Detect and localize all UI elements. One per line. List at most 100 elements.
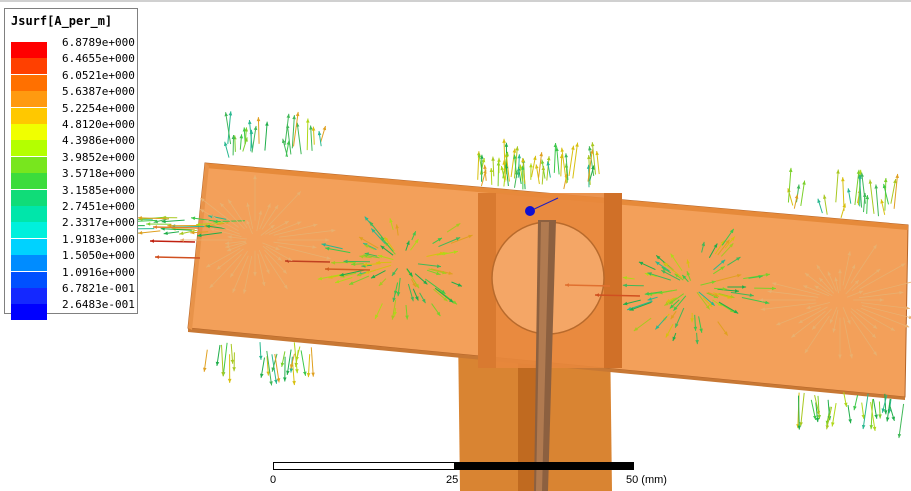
current-arrowhead [289, 368, 294, 373]
current-arrow [310, 347, 314, 377]
current-arrowhead [422, 298, 426, 304]
current-arrow [898, 403, 905, 439]
current-arrow [300, 350, 306, 376]
current-arrowhead [349, 281, 354, 285]
current-arrowhead [163, 231, 168, 235]
legend-swatch [11, 42, 47, 58]
current-arrow [854, 169, 860, 206]
current-arrowhead [710, 301, 715, 306]
current-arrow [565, 153, 569, 181]
current-arrowhead [873, 244, 877, 249]
current-arrowhead [858, 174, 862, 179]
current-arrow [811, 308, 832, 330]
current-arrow [229, 250, 248, 278]
current-arrowhead [644, 291, 649, 296]
current-arrowhead [283, 377, 287, 382]
current-arrow [850, 311, 877, 339]
current-arrowhead [436, 271, 441, 276]
current-arrowhead [623, 301, 628, 306]
current-arrowhead [205, 224, 210, 229]
current-arrowhead [179, 231, 184, 235]
current-arrowhead [443, 297, 448, 302]
current-arrowhead [799, 422, 803, 427]
current-arrow [279, 229, 336, 238]
current-arrowhead [232, 288, 236, 293]
current-arrow [890, 178, 897, 204]
current-arrow [264, 254, 288, 290]
current-arrowhead [853, 405, 857, 411]
current-arrowhead [669, 300, 674, 305]
legend-row: 6.8789e+000 [11, 36, 135, 58]
current-arrowhead [309, 125, 313, 130]
current-arrow [205, 247, 241, 268]
current-arrowhead [150, 239, 154, 243]
current-arrow [324, 268, 371, 271]
current-arrow [339, 269, 366, 276]
current-arrowhead [457, 283, 462, 287]
current-arrowhead [876, 269, 881, 273]
current-arrowhead [693, 326, 698, 331]
current-arrowhead [311, 126, 316, 131]
current-arrow [564, 284, 611, 287]
current-arrowhead [191, 216, 196, 221]
current-arrowhead [622, 283, 627, 288]
current-arrowhead [666, 299, 671, 303]
current-arrowhead [656, 255, 661, 260]
current-arrowhead [200, 198, 205, 202]
current-arrowhead [708, 302, 713, 307]
current-arrow [286, 124, 292, 155]
current-arrow [222, 342, 228, 377]
current-arrow [860, 302, 911, 309]
scale-tick-25: 25 [446, 474, 459, 486]
current-arrowhead [442, 270, 447, 275]
current-arrowhead [204, 220, 209, 224]
current-vectors [117, 111, 911, 439]
current-arrowhead [879, 298, 884, 302]
legend-swatch [11, 173, 47, 190]
legend-swatch [11, 58, 47, 75]
current-arrowhead [410, 296, 414, 302]
current-arrow [522, 157, 526, 184]
current-arrow [835, 169, 839, 203]
current-arrowhead [209, 283, 214, 288]
current-arrow [850, 308, 878, 330]
current-arrow [800, 180, 806, 206]
current-arrowhead [758, 275, 763, 279]
current-arrowhead [742, 285, 747, 289]
legend-value: 4.3986e+000 [62, 134, 135, 148]
current-arrow [265, 220, 290, 235]
current-arrowhead [817, 198, 821, 203]
legend-value: 1.9183e+000 [62, 232, 135, 246]
current-arrowhead [647, 272, 652, 276]
current-arrowhead [274, 205, 279, 210]
current-arrowhead [827, 271, 832, 276]
current-arrowhead [167, 223, 172, 228]
current-arrowhead [325, 238, 330, 242]
current-arrowhead [161, 219, 166, 224]
current-arrowhead [312, 245, 317, 249]
legend-value: 5.2254e+000 [62, 101, 135, 115]
current-arrowhead [371, 228, 376, 233]
current-arrowhead [453, 250, 458, 254]
current-arrowhead [391, 271, 396, 276]
current-arrowhead [555, 147, 559, 152]
current-arrowhead [895, 173, 899, 178]
current-arrowhead [449, 298, 454, 303]
current-arrowhead [590, 149, 594, 154]
current-arrowhead [505, 151, 509, 156]
current-arrowhead [868, 179, 873, 184]
current-arrowhead [847, 319, 851, 325]
current-arrow [213, 220, 245, 223]
current-arrow [221, 344, 224, 377]
current-arrowhead [733, 309, 739, 314]
current-arrowhead [878, 414, 882, 419]
current-arrowhead [874, 414, 878, 419]
current-arrow [884, 177, 887, 211]
current-arrowhead [638, 261, 644, 266]
current-arrowhead [725, 239, 730, 244]
current-arrowhead [730, 294, 735, 299]
current-arrow [137, 217, 169, 220]
current-arrowhead [224, 112, 228, 117]
current-arrow [513, 146, 518, 179]
